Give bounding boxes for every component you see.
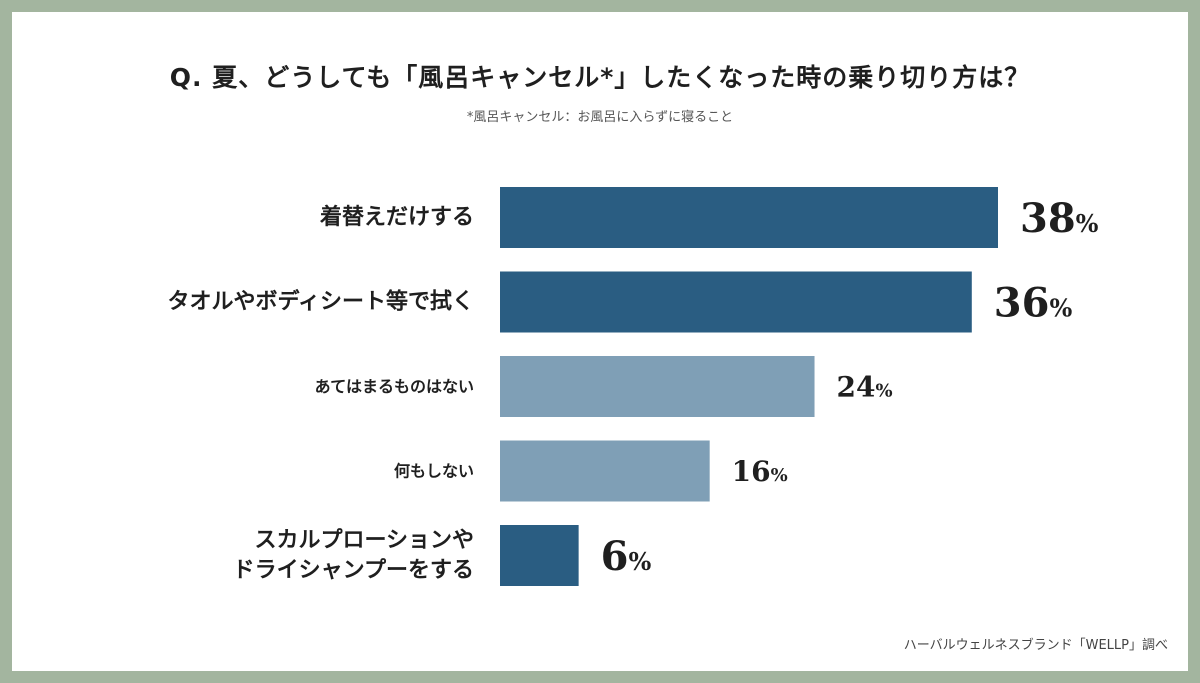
chart-title: Q. 夏、どうしても「風呂キャンセル*」したくなった時の乗り切り方は？: [169, 63, 1031, 92]
value-label-1: 38%: [1020, 195, 1099, 242]
category-label-1: 着替えだけする: [319, 204, 474, 230]
category-label-2: タオルやボディシート等で拭く: [168, 289, 474, 315]
value-label-3: 24%: [837, 371, 893, 404]
value-label-2: 36%: [994, 279, 1073, 326]
chart-subtitle: *風呂キャンセル：お風呂に入らずに寝ること: [466, 110, 734, 125]
bar-3: [500, 356, 815, 417]
category-label-4: 何もしない: [394, 462, 474, 481]
chart-card: Q. 夏、どうしても「風呂キャンセル*」したくなった時の乗り切り方は？ *風呂キ…: [12, 12, 1188, 671]
bar-5: [500, 525, 579, 586]
bar-4: [500, 440, 710, 502]
bar-2: [500, 271, 972, 333]
value-label-4: 16%: [732, 455, 788, 488]
value-label-5: 6%: [601, 533, 652, 580]
source-note: ハーバルウェルネスブランド「WELLP」調べ: [903, 638, 1168, 653]
bar-1: [500, 187, 998, 248]
category-label-5: スカルプローションやドライシャンプーをする: [233, 528, 474, 583]
category-label-3: あてはまるものはない: [315, 377, 474, 396]
bar-chart: 着替えだけする 38% タオルやボディシート等で拭く 36% あてはまるものはない 24%…: [168, 187, 1099, 586]
